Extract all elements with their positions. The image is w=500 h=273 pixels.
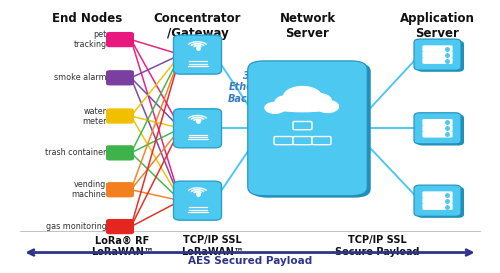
FancyBboxPatch shape	[106, 70, 134, 85]
FancyBboxPatch shape	[422, 119, 452, 126]
Text: pet
tracking: pet tracking	[74, 30, 106, 49]
FancyBboxPatch shape	[106, 145, 134, 161]
FancyBboxPatch shape	[422, 125, 452, 132]
FancyBboxPatch shape	[422, 45, 452, 52]
FancyBboxPatch shape	[248, 61, 367, 196]
FancyBboxPatch shape	[174, 181, 222, 220]
FancyBboxPatch shape	[312, 136, 331, 145]
FancyBboxPatch shape	[422, 131, 452, 138]
Circle shape	[316, 100, 338, 112]
FancyBboxPatch shape	[422, 57, 452, 64]
FancyBboxPatch shape	[293, 121, 312, 130]
Text: LoRa® RF
LoRaWAN™: LoRa® RF LoRaWAN™	[91, 235, 154, 257]
Circle shape	[275, 96, 300, 109]
FancyBboxPatch shape	[106, 108, 134, 124]
Text: TCP/IP SSL
LoRaWAN™: TCP/IP SSL LoRaWAN™	[181, 235, 244, 257]
FancyBboxPatch shape	[417, 41, 464, 72]
FancyBboxPatch shape	[422, 191, 452, 198]
FancyBboxPatch shape	[174, 109, 222, 148]
Text: gas monitoring: gas monitoring	[46, 222, 106, 231]
Text: End Nodes: End Nodes	[52, 12, 122, 25]
Circle shape	[265, 102, 285, 113]
Text: trash container: trash container	[45, 149, 106, 157]
Text: TCP/IP SSL
Secure Payload: TCP/IP SSL Secure Payload	[335, 235, 420, 257]
FancyBboxPatch shape	[417, 114, 464, 146]
FancyBboxPatch shape	[293, 136, 312, 145]
FancyBboxPatch shape	[106, 182, 134, 197]
Text: 3G/
Ethernet
Backhaul: 3G/ Ethernet Backhaul	[228, 71, 278, 104]
FancyBboxPatch shape	[414, 113, 461, 144]
FancyBboxPatch shape	[174, 35, 222, 74]
Text: Application
Server: Application Server	[400, 12, 475, 40]
FancyBboxPatch shape	[422, 51, 452, 58]
FancyBboxPatch shape	[414, 185, 461, 216]
Text: AES Secured Payload: AES Secured Payload	[188, 256, 312, 266]
FancyBboxPatch shape	[417, 187, 464, 218]
FancyBboxPatch shape	[106, 219, 134, 234]
Text: Concentrator
/Gateway: Concentrator /Gateway	[154, 12, 241, 40]
Text: Network
Server: Network Server	[280, 12, 336, 40]
Text: water
meter: water meter	[82, 106, 106, 126]
Circle shape	[304, 93, 332, 109]
FancyBboxPatch shape	[422, 197, 452, 204]
Text: vending
machine: vending machine	[72, 180, 106, 199]
Circle shape	[284, 87, 322, 107]
FancyBboxPatch shape	[251, 63, 370, 198]
FancyBboxPatch shape	[274, 136, 293, 145]
FancyBboxPatch shape	[422, 203, 452, 210]
FancyBboxPatch shape	[414, 39, 461, 70]
Ellipse shape	[270, 101, 335, 112]
Text: smoke alarm: smoke alarm	[54, 73, 106, 82]
FancyBboxPatch shape	[106, 32, 134, 47]
